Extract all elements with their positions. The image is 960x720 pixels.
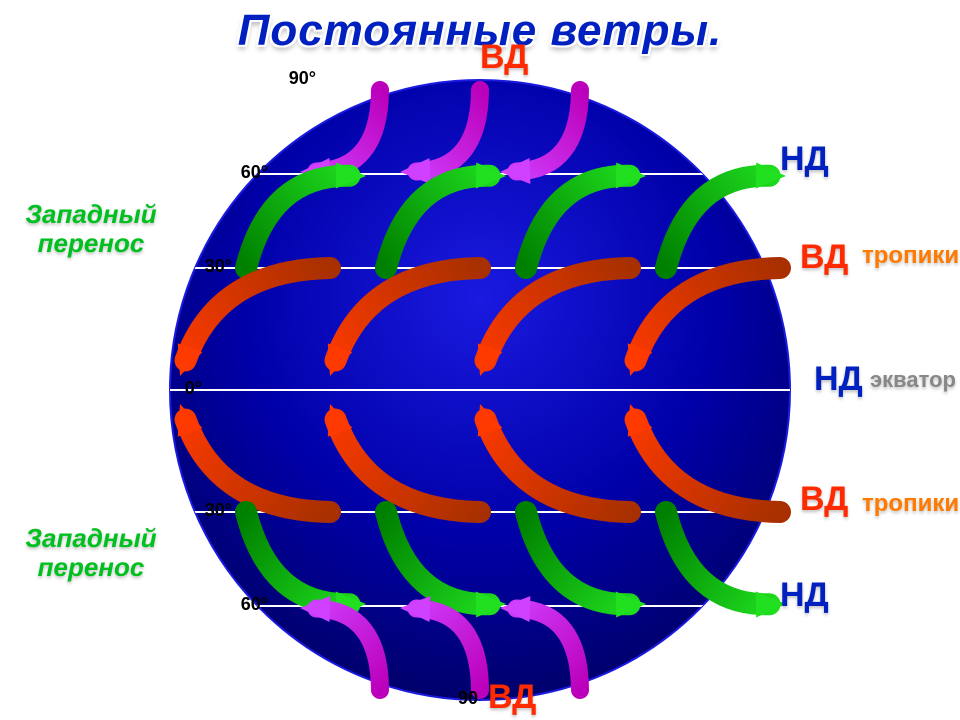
- latitude-label: 60°: [222, 594, 268, 615]
- pressure-label: НД: [780, 576, 829, 615]
- pressure-label: ВД: [488, 678, 536, 717]
- latitude-label: 90°: [270, 68, 316, 89]
- latitude-label: 90: [432, 688, 478, 709]
- zone-label: экватор: [870, 367, 956, 393]
- zone-label: тропики: [862, 242, 959, 270]
- westerlies-label: Западныйперенос: [6, 524, 176, 581]
- zone-label: тропики: [862, 490, 959, 518]
- latitude-label: 0°: [156, 378, 202, 399]
- pressure-label: ВД: [800, 238, 848, 277]
- pressure-label: НД: [814, 360, 863, 399]
- latitude-label: 30°: [186, 256, 232, 277]
- latitude-label: 60°: [222, 162, 268, 183]
- pressure-label: НД: [780, 140, 829, 179]
- pressure-label: ВД: [800, 480, 848, 519]
- latitude-label: 30°: [186, 500, 232, 521]
- diagram-stage: Постоянные ветры. 90°60°30°0°30°60°90ВДН…: [0, 0, 960, 720]
- pressure-label: ВД: [480, 38, 528, 77]
- westerlies-label: Западныйперенос: [6, 200, 176, 257]
